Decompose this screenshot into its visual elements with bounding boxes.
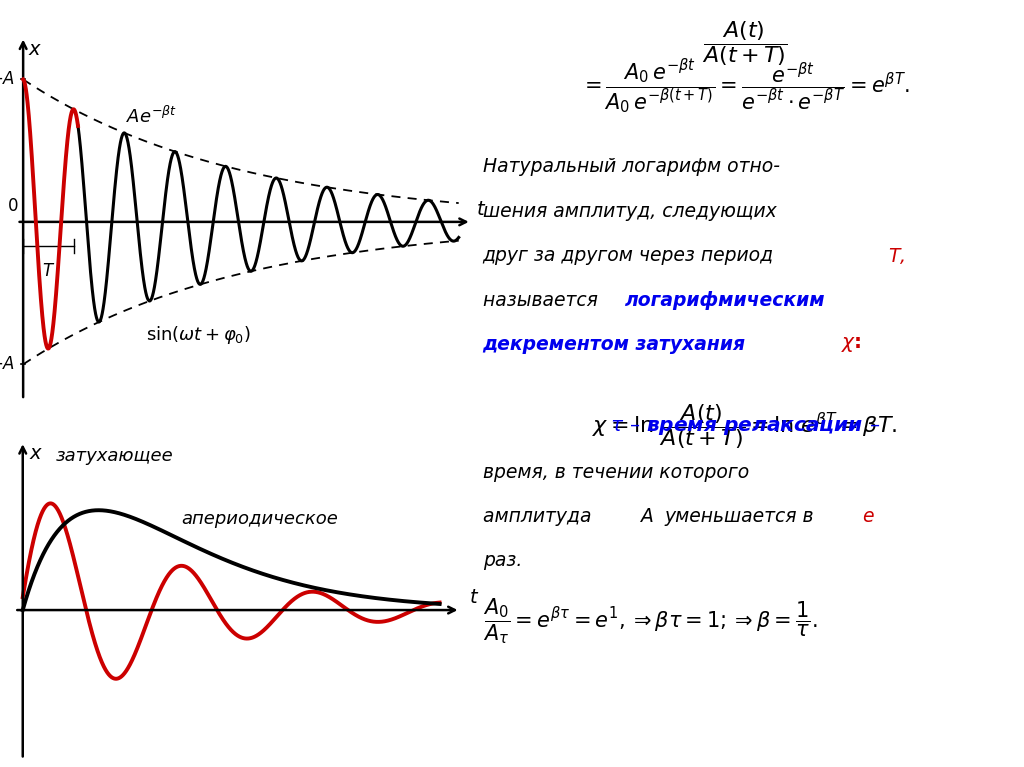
Text: $x$: $x$: [28, 40, 42, 58]
Text: $\tau$ – время релаксации –: $\tau$ – время релаксации –: [610, 418, 880, 437]
Text: $A$: $A$: [639, 507, 654, 526]
Text: $T$: $T$: [42, 262, 55, 280]
Text: $T$,: $T$,: [888, 246, 905, 266]
Text: шения амплитуд, следующих: шения амплитуд, следующих: [482, 202, 776, 221]
Text: $t$: $t$: [476, 200, 486, 219]
Text: амплитуда: амплитуда: [482, 507, 597, 526]
Text: $-A$: $-A$: [0, 355, 15, 374]
Text: $= \dfrac{A_0\,e^{-\beta t}}{A_0\,e^{-\beta(t+T)}} = \dfrac{e^{-\beta t}}{e^{-\b: $= \dfrac{A_0\,e^{-\beta t}}{A_0\,e^{-\b…: [580, 58, 910, 116]
Text: декрементом затухания: декрементом затухания: [482, 335, 753, 354]
Text: $\sin(\omega t + \varphi_0)$: $\sin(\omega t + \varphi_0)$: [145, 324, 251, 347]
Text: $+A$: $+A$: [0, 71, 15, 88]
Text: называется: называется: [482, 291, 603, 310]
Text: апериодическое: апериодическое: [181, 510, 338, 528]
Text: раз.: раз.: [482, 551, 522, 571]
Text: $e$: $e$: [862, 507, 874, 526]
Text: уменьшается в: уменьшается в: [664, 507, 819, 526]
Text: $\dfrac{A_0}{A_\tau} = e^{\beta\tau} = e^1,\Rightarrow \beta\tau = 1;\Rightarrow: $\dfrac{A_0}{A_\tau} = e^{\beta\tau} = e…: [482, 596, 817, 646]
Text: $x$: $x$: [29, 444, 43, 463]
Text: время, в течении которого: время, в течении которого: [482, 463, 749, 482]
Text: друг за другом через период: друг за другом через период: [482, 246, 780, 265]
Text: $Ae^{-\beta t}$: $Ae^{-\beta t}$: [126, 105, 177, 127]
Text: $\chi = \ln\,\dfrac{A(t)}{A(t+T)} = \ln\,e^{\beta T} = \beta T.$: $\chi = \ln\,\dfrac{A(t)}{A(t+T)} = \ln\…: [592, 402, 898, 451]
Text: $t$: $t$: [469, 588, 479, 607]
Text: $\chi$:: $\chi$:: [841, 335, 861, 354]
Text: $\dfrac{A(t)}{A(t+T)}$: $\dfrac{A(t)}{A(t+T)}$: [702, 19, 787, 68]
Text: логарифмическим: логарифмическим: [625, 291, 825, 310]
Text: затухающее: затухающее: [56, 446, 174, 465]
Text: Натуральный логарифм отно-: Натуральный логарифм отно-: [482, 157, 779, 176]
Text: $0$: $0$: [7, 197, 18, 215]
